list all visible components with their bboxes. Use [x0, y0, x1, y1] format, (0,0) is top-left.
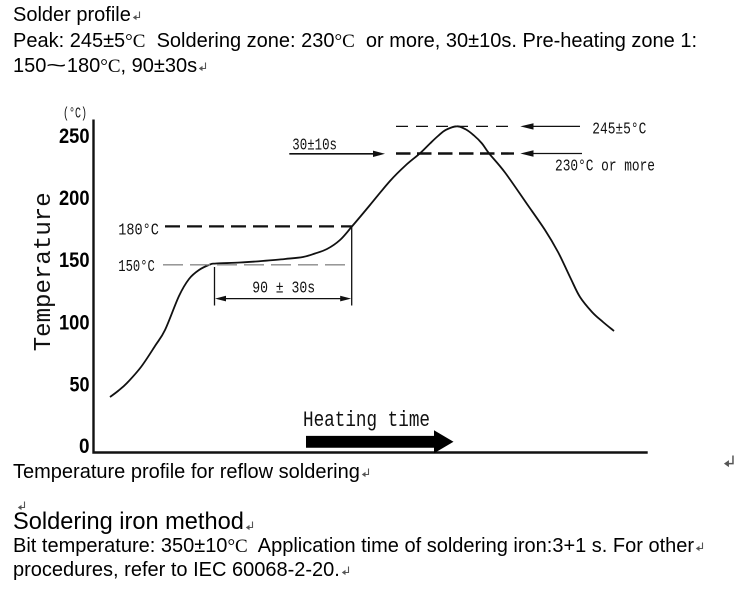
svg-text:230°C or more: 230°C or more: [555, 157, 655, 176]
svg-text:100: 100: [59, 310, 90, 334]
svg-text:Heating time: Heating time: [303, 408, 430, 433]
svg-text:250: 250: [59, 124, 90, 148]
svg-text:(°C): (°C): [63, 106, 87, 123]
svg-text:90 ± 30s: 90 ± 30s: [252, 280, 315, 299]
svg-text:245±5°C: 245±5°C: [592, 121, 646, 140]
svg-text:0: 0: [79, 434, 90, 458]
svg-text:200: 200: [59, 186, 90, 210]
svg-text:150: 150: [59, 248, 90, 272]
svg-text:30±10s: 30±10s: [292, 136, 337, 155]
svg-text:50: 50: [70, 372, 90, 396]
svg-text:180°C: 180°C: [118, 222, 159, 241]
svg-text:Temperature: Temperature: [31, 192, 58, 351]
svg-text:150°C: 150°C: [118, 258, 155, 277]
